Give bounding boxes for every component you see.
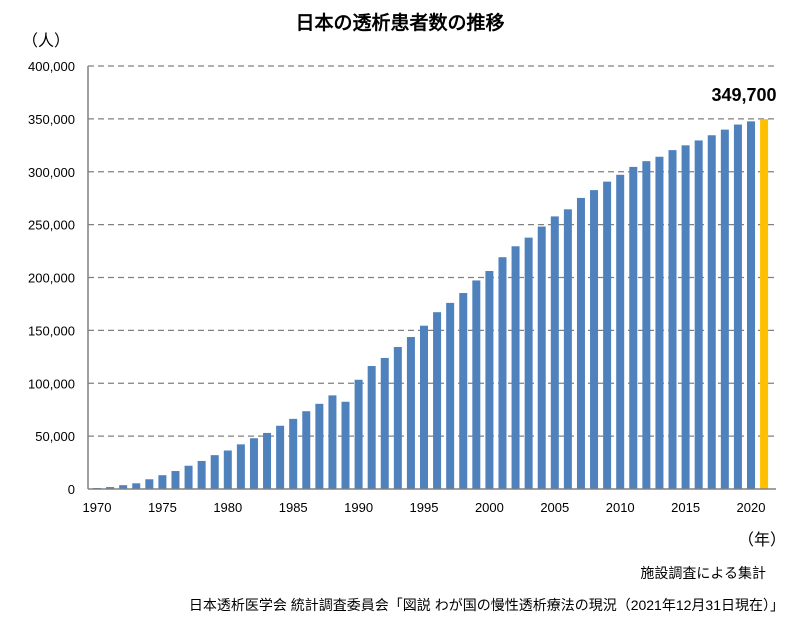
bar-2002 bbox=[511, 246, 520, 489]
bar-1984 bbox=[276, 425, 285, 489]
y-tick-label: 200,000 bbox=[28, 271, 75, 286]
bar-2010 bbox=[616, 174, 625, 490]
x-tick-label: 2000 bbox=[475, 500, 504, 515]
bar-1993 bbox=[393, 346, 402, 489]
bar-2009 bbox=[603, 181, 612, 490]
y-tick-label: 350,000 bbox=[28, 112, 75, 127]
bar-1975 bbox=[158, 475, 167, 489]
bar-2000 bbox=[485, 271, 494, 489]
bar-2015 bbox=[681, 145, 690, 489]
bar-1980 bbox=[223, 450, 232, 489]
bar-2007 bbox=[576, 197, 585, 489]
bar-2012 bbox=[642, 161, 651, 489]
y-tick-label: 400,000 bbox=[28, 59, 75, 74]
value-annotation-2021: 349,700 bbox=[711, 85, 776, 105]
bar-1985 bbox=[289, 418, 298, 489]
bar-1978 bbox=[197, 460, 206, 489]
x-tick-label: 2010 bbox=[606, 500, 635, 515]
y-tick-label: 100,000 bbox=[28, 376, 75, 391]
bar-2020 bbox=[747, 121, 755, 489]
bar-2003 bbox=[524, 237, 533, 489]
bar-1990 bbox=[354, 379, 363, 489]
bar-2017 bbox=[707, 135, 716, 489]
bar-1994 bbox=[406, 337, 415, 489]
bar-1997 bbox=[446, 302, 455, 489]
bar-2021 bbox=[760, 119, 769, 489]
bar-1986 bbox=[302, 411, 311, 489]
x-tick-label: 1975 bbox=[148, 500, 177, 515]
y-tick-label: 0 bbox=[68, 482, 75, 497]
bar-2014 bbox=[668, 150, 677, 490]
bar-2018 bbox=[720, 129, 729, 489]
bar-1973 bbox=[132, 483, 141, 489]
bar-2016 bbox=[694, 140, 703, 489]
bar-2005 bbox=[550, 216, 559, 489]
y-tick-label: 250,000 bbox=[28, 218, 75, 233]
chart-title: 日本の透析患者数の推移 bbox=[295, 13, 505, 34]
bar-1992 bbox=[380, 357, 389, 489]
x-axis-unit-label: （年） bbox=[738, 532, 787, 549]
bar-2019 bbox=[733, 124, 742, 489]
x-tick-label: 2005 bbox=[540, 500, 569, 515]
x-tick-label: 1980 bbox=[213, 500, 242, 515]
x-tick-label: 1990 bbox=[344, 500, 373, 515]
x-tick-label: 2020 bbox=[737, 500, 766, 515]
bar-2006 bbox=[563, 209, 572, 489]
bar-1998 bbox=[459, 293, 468, 489]
x-tick-label: 1970 bbox=[83, 500, 112, 515]
bar-1974 bbox=[145, 479, 154, 489]
bar-1987 bbox=[315, 403, 324, 489]
bar-1999 bbox=[472, 280, 481, 489]
bar-1976 bbox=[171, 471, 180, 489]
bar-1971 bbox=[106, 487, 115, 489]
y-tick-label: 300,000 bbox=[28, 165, 75, 180]
bar-1979 bbox=[210, 455, 219, 489]
x-tick-label: 2015 bbox=[671, 500, 700, 515]
bar-1983 bbox=[263, 432, 272, 489]
x-tick-label: 1985 bbox=[279, 500, 308, 515]
bar-1996 bbox=[433, 312, 442, 489]
bar-1989 bbox=[341, 401, 350, 489]
bar-1995 bbox=[420, 325, 428, 489]
data-note: 施設調査による集計 bbox=[640, 565, 766, 581]
bar-1972 bbox=[119, 485, 128, 489]
bar-2011 bbox=[629, 166, 638, 489]
x-tick-label: 1995 bbox=[410, 500, 439, 515]
bar-2004 bbox=[537, 226, 546, 489]
bar-1991 bbox=[367, 366, 376, 489]
y-tick-label: 150,000 bbox=[28, 323, 75, 338]
bar-1981 bbox=[236, 444, 245, 489]
bar-1982 bbox=[249, 438, 258, 489]
bar-1977 bbox=[184, 465, 193, 489]
bar-2013 bbox=[655, 156, 664, 490]
source-citation: 日本透析医学会 統計調査委員会「図説 わが国の慢性透析療法の現況（2021年12… bbox=[188, 597, 784, 613]
bar-2008 bbox=[590, 190, 599, 489]
y-axis-unit-label: （人） bbox=[22, 33, 71, 50]
bar-1988 bbox=[328, 395, 337, 489]
bar-2001 bbox=[498, 257, 507, 489]
y-tick-label: 50,000 bbox=[35, 429, 75, 444]
